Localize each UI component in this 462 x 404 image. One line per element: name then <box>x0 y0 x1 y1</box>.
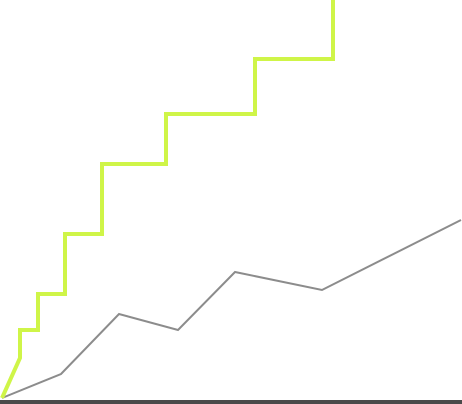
staircase-series-line <box>0 0 446 399</box>
trend-series-line <box>1 219 462 399</box>
x-axis-baseline <box>0 400 462 404</box>
